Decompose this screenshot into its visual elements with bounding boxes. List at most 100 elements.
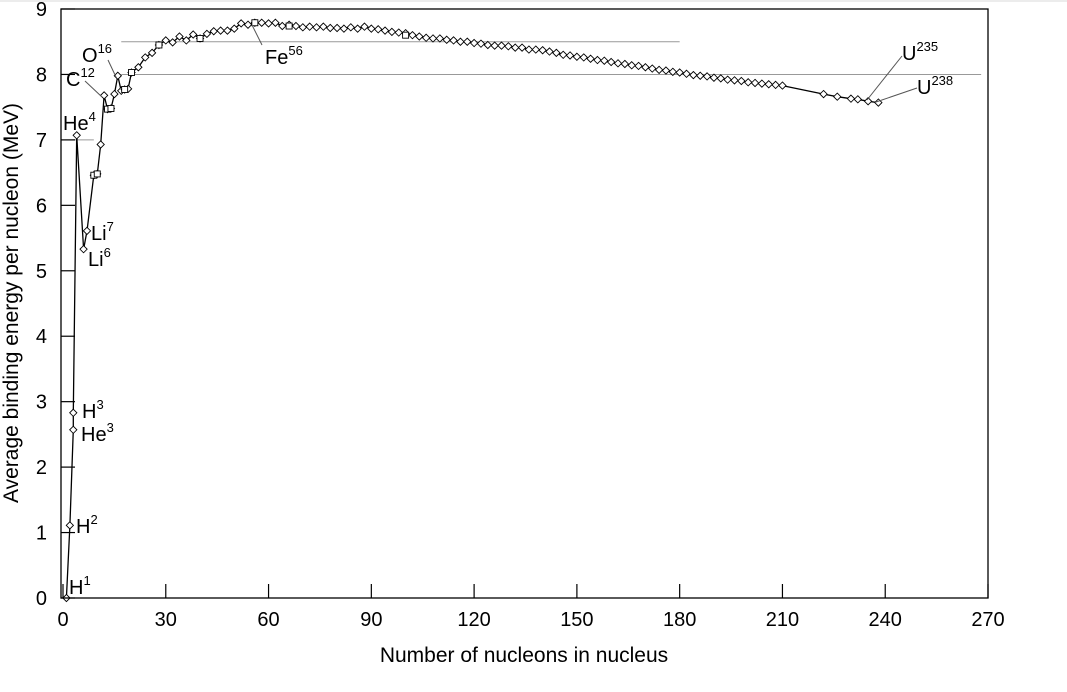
data-point-diamond [695, 71, 705, 80]
data-point-square [155, 41, 163, 49]
annotation-leader [875, 87, 918, 103]
nuclide-symbol: Fe [265, 47, 288, 69]
data-point-diamond [620, 59, 630, 69]
nuclide-symbol: C [66, 69, 80, 91]
annotation-leaders [84, 24, 918, 103]
data-point-diamond [874, 98, 883, 107]
data-point-diamond [682, 69, 691, 79]
data-point-diamond [613, 59, 623, 68]
data-point-diamond [716, 74, 726, 83]
data-point-diamond [586, 54, 595, 63]
y-tick-label: 4 [36, 326, 47, 348]
nuclide-mass-number: 1 [83, 573, 90, 588]
data-point-diamond [110, 89, 119, 99]
data-point-diamond [223, 26, 232, 35]
data-point-diamond [99, 91, 109, 100]
nuclide-label: U235 [902, 39, 938, 65]
data-point-diamond [689, 70, 698, 80]
data-point-diamond [243, 20, 253, 29]
data-point-diamond [538, 45, 547, 55]
nuclide-label: H1 [69, 573, 91, 599]
data-point-diamond [456, 37, 465, 46]
data-point-diamond [113, 71, 123, 80]
data-point-diamond [641, 63, 650, 72]
annotation-leader [251, 24, 263, 46]
data-point-diamond [449, 36, 458, 45]
nuclide-symbol: H [69, 577, 83, 599]
data-point-diamond [216, 26, 225, 35]
data-point-diamond [182, 36, 191, 45]
data-point-diamond [421, 33, 431, 43]
data-point-diamond [764, 80, 773, 89]
data-point-diamond [257, 18, 266, 27]
data-point-diamond [476, 39, 486, 48]
data-point-diamond [853, 95, 863, 104]
data-point-square [107, 105, 115, 112]
data-point-diamond [442, 35, 451, 44]
nuclide-mass-number: 7 [107, 219, 114, 234]
data-point-diamond [168, 38, 177, 47]
data-point-diamond [750, 78, 760, 88]
data-point-diamond [778, 81, 787, 90]
nuclide-label: C12 [66, 65, 95, 91]
data-point-diamond [565, 51, 575, 60]
annotation-leader [866, 55, 903, 101]
data-point-diamond [72, 131, 81, 140]
plot-frame [60, 8, 989, 599]
data-point-diamond [668, 67, 678, 77]
nuclide-label: He4 [63, 109, 96, 135]
data-point-diamond [79, 244, 88, 254]
data-point-diamond [510, 43, 520, 52]
data-point-diamond [264, 19, 273, 28]
nuclide-mass-number: 2 [90, 512, 97, 527]
data-point-diamond [325, 23, 335, 33]
data-point-diamond [593, 55, 602, 65]
series-markers [62, 18, 883, 603]
data-point-diamond [367, 24, 376, 33]
nuclide-symbol: H [82, 401, 96, 423]
data-point-diamond [771, 80, 780, 90]
x-tick-label: 0 [57, 609, 68, 631]
data-point-diamond [147, 48, 157, 58]
y-tick-label: 0 [36, 588, 47, 610]
data-point-diamond [339, 24, 349, 33]
data-point-square [285, 22, 293, 30]
data-point-diamond [387, 27, 397, 37]
data-point-diamond [606, 57, 616, 67]
data-point-diamond [490, 41, 499, 50]
x-tick-label: 90 [360, 609, 382, 631]
data-point-diamond [230, 24, 239, 33]
y-tick-label: 3 [36, 392, 47, 414]
nuclide-mass-number: 16 [98, 41, 112, 56]
data-point-diamond [730, 76, 739, 85]
data-point-diamond [757, 79, 767, 88]
x-tick-label: 270 [971, 609, 1004, 631]
data-point-diamond [600, 56, 609, 65]
x-tick-label: 210 [766, 609, 799, 631]
y-tick-label: 9 [36, 0, 47, 21]
data-point-diamond [723, 75, 732, 84]
data-point-diamond [558, 50, 568, 60]
data-point-square [402, 31, 410, 39]
y-tick-label: 2 [36, 457, 47, 479]
annotation-leader [107, 59, 117, 78]
data-point-diamond [531, 45, 541, 54]
annotation-leader [84, 80, 103, 98]
x-axis-title: Number of nucleons in nucleus [380, 644, 668, 667]
data-point-diamond [552, 48, 561, 58]
data-point-diamond [373, 25, 383, 34]
x-tick-label: 180 [663, 609, 696, 631]
x-tick-label: 240 [869, 609, 902, 631]
data-point-diamond [463, 37, 472, 46]
data-point-diamond [65, 521, 75, 530]
data-point-diamond [743, 78, 753, 87]
data-point-diamond [408, 30, 417, 40]
data-point-diamond [360, 22, 369, 31]
data-point-diamond [545, 47, 554, 56]
y-tick-label: 1 [36, 523, 47, 545]
data-point-diamond [188, 30, 198, 39]
data-point-square [128, 69, 135, 76]
